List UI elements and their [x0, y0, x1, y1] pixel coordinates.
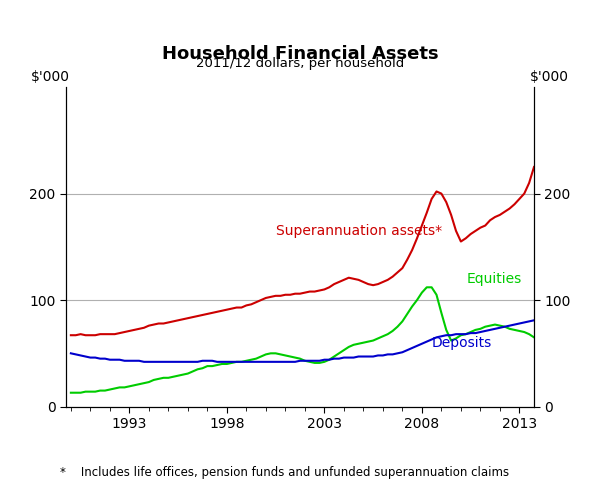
Title: Household Financial Assets: Household Financial Assets [161, 45, 439, 63]
Text: $'000: $'000 [31, 70, 70, 84]
Text: Superannuation assets*: Superannuation assets* [275, 224, 442, 238]
Text: 2011/12 dollars, per household: 2011/12 dollars, per household [196, 57, 404, 70]
Text: Equities: Equities [467, 272, 522, 286]
Text: *    Includes life offices, pension funds and unfunded superannuation claims: * Includes life offices, pension funds a… [60, 466, 509, 479]
Text: Sources: ABS; RBA: Sources: ABS; RBA [60, 483, 170, 484]
Text: Deposits: Deposits [431, 336, 492, 350]
Text: $'000: $'000 [530, 70, 569, 84]
